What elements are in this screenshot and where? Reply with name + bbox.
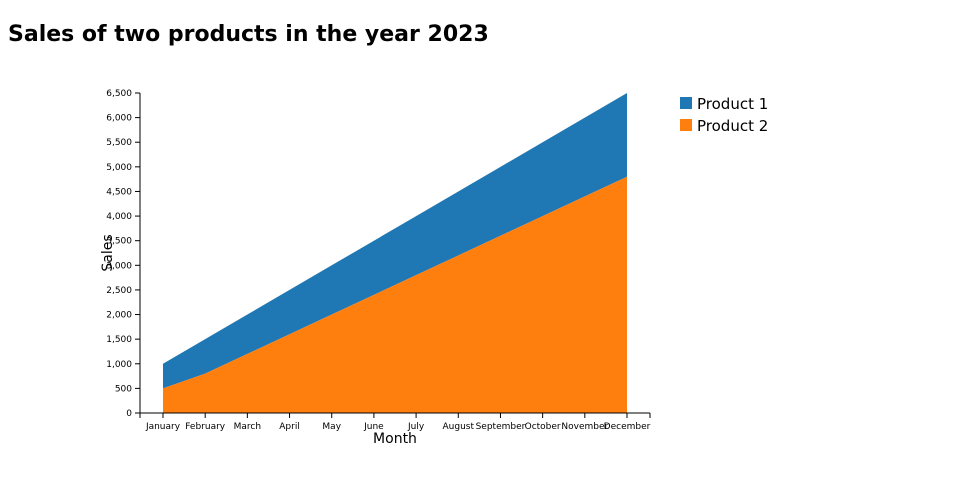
chart-title: Sales of two products in the year 2023: [8, 22, 489, 47]
x-tick-label: November: [561, 422, 608, 432]
y-tick-label: 3,500: [106, 237, 132, 247]
y-tick-label: 6,000: [106, 114, 132, 124]
x-tick-label: December: [604, 422, 651, 432]
y-axis-title: Sales: [100, 234, 116, 271]
y-tick-label: 2,500: [106, 286, 132, 296]
area-product-2: [163, 176, 627, 413]
y-tick-label: 0: [126, 409, 132, 419]
y-tick-label: 5,500: [106, 138, 132, 148]
x-axis: January February March April May June July Augu…: [139, 412, 651, 432]
legend-label-product-1: Product 1: [697, 95, 768, 113]
legend-swatch-product-1: [680, 97, 692, 109]
y-tick-label: 4,000: [106, 212, 132, 222]
y-axis: 0 500 1,000 1,500 2,000 2,500 3,000 3,500 4,000 4…: [106, 89, 141, 419]
y-tick-label: 6,500: [106, 89, 132, 99]
y-tick-label: 1,500: [106, 335, 132, 345]
x-tick-label: July: [407, 422, 425, 432]
x-tick-label: September: [476, 422, 526, 432]
legend: Product 1 Product 2: [680, 95, 768, 135]
y-tick-label: 5,000: [106, 163, 132, 173]
x-tick-label: June: [363, 422, 384, 432]
x-tick-label: May: [322, 422, 341, 432]
legend-swatch-product-2: [680, 119, 692, 131]
x-axis-title: Month: [373, 431, 417, 447]
y-tick-label: 500: [115, 384, 132, 394]
x-tick-label: March: [234, 422, 261, 432]
areas-layer: [163, 93, 627, 413]
y-tick-label: 1,000: [106, 360, 132, 370]
y-tick-label: 3,000: [106, 261, 132, 271]
y-tick-label: 2,000: [106, 311, 132, 321]
y-tick-label: 4,500: [106, 187, 132, 197]
x-tick-label: April: [279, 422, 300, 432]
legend-label-product-2: Product 2: [697, 117, 768, 135]
x-tick-label: February: [185, 422, 226, 432]
x-tick-label: October: [525, 422, 561, 432]
x-tick-label: January: [145, 422, 181, 432]
area-product-1: [163, 93, 627, 389]
x-tick-label: August: [443, 422, 475, 432]
